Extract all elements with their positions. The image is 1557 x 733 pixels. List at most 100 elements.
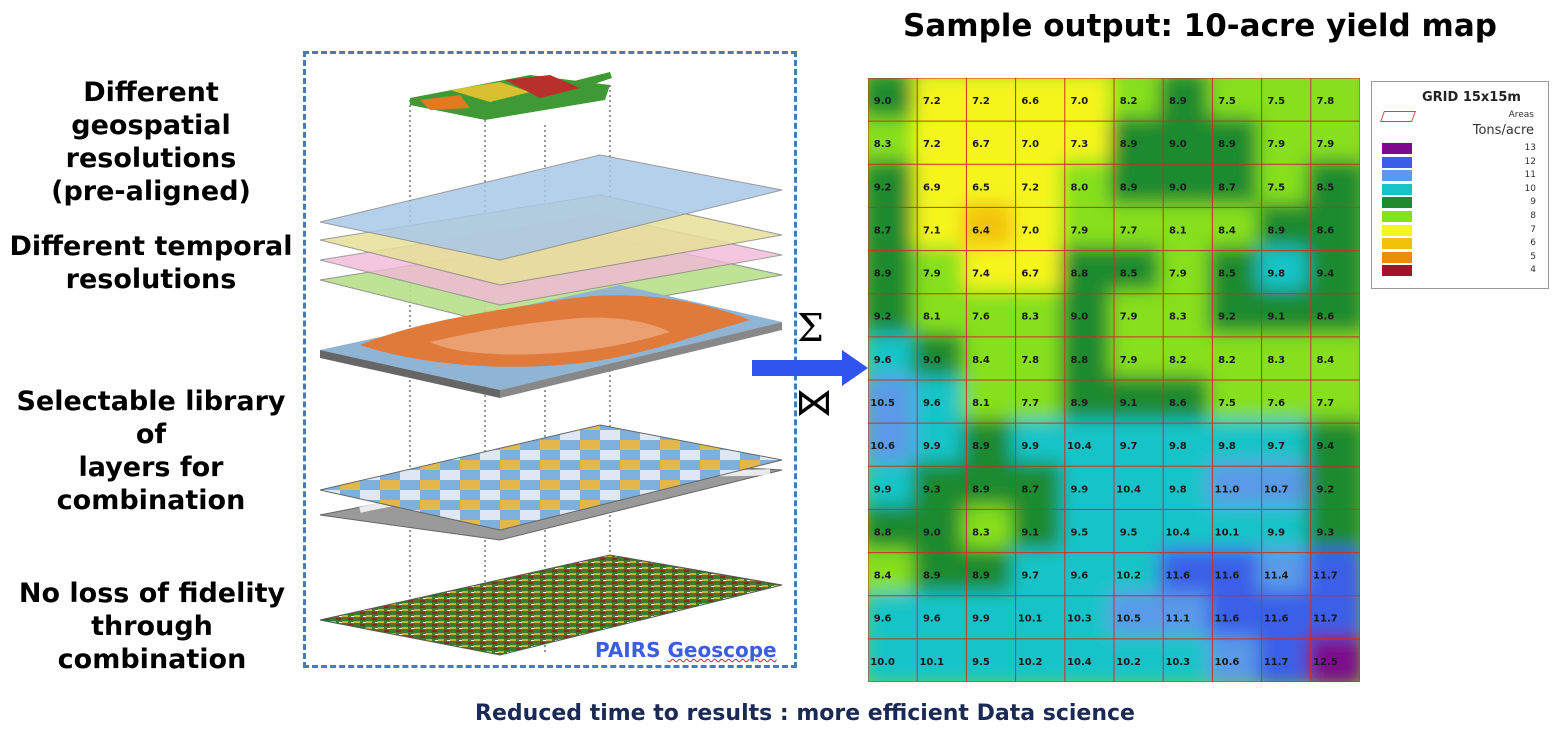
legend-swatch xyxy=(1382,143,1412,154)
legend-swatch xyxy=(1382,265,1412,277)
grid-value: 8.9 xyxy=(923,571,941,582)
yield-cell xyxy=(1110,289,1168,341)
legend-value: 5 xyxy=(1530,251,1536,262)
legend-item: 6 xyxy=(1382,238,1542,250)
yield-cell xyxy=(1110,246,1168,298)
yield-cell xyxy=(1159,289,1217,341)
grid-value: 9.1 xyxy=(1120,398,1138,409)
grid-value: 8.2 xyxy=(1218,355,1236,366)
yield-cell xyxy=(1159,634,1217,682)
grid-value: 9.9 xyxy=(1071,484,1089,495)
grid-value: 9.2 xyxy=(1218,312,1236,323)
yield-cell xyxy=(1011,332,1069,384)
grid-value: 9.2 xyxy=(874,182,892,193)
grid-value: 11.7 xyxy=(1313,571,1338,582)
grid-value: 10.2 xyxy=(1018,657,1043,668)
yield-cell xyxy=(913,505,971,557)
grid-value: 8.5 xyxy=(1218,269,1236,280)
grid-value: 7.2 xyxy=(1021,182,1039,193)
legend-value: 7 xyxy=(1530,224,1536,235)
grid-value: 7.4 xyxy=(972,269,990,280)
grid-value: 8.2 xyxy=(1120,96,1138,107)
yield-cell xyxy=(962,462,1020,514)
grid-value: 9.0 xyxy=(923,527,941,538)
yield-cell xyxy=(1306,160,1360,212)
yield-cell xyxy=(868,160,922,212)
label-temporal: Different temporal resolutions xyxy=(0,230,302,296)
grid-value: 10.7 xyxy=(1264,484,1289,495)
grid-value: 8.9 xyxy=(874,269,892,280)
yield-cell xyxy=(1208,462,1266,514)
grid-value: 9.4 xyxy=(1317,441,1335,452)
yield-cell xyxy=(1011,591,1069,643)
grid-value: 9.7 xyxy=(1267,441,1285,452)
grid-value: 7.8 xyxy=(1317,96,1335,107)
grid-value: 10.1 xyxy=(919,657,944,668)
grid-value: 11.6 xyxy=(1215,571,1240,582)
yield-cell xyxy=(1159,591,1217,643)
yield-cell xyxy=(1110,591,1168,643)
yield-cell xyxy=(1208,548,1266,600)
yield-cell xyxy=(1208,246,1266,298)
yield-cell xyxy=(1159,376,1217,428)
legend-item: 5 xyxy=(1382,251,1542,264)
grid-value: 7.0 xyxy=(1071,96,1089,107)
yield-cell xyxy=(1257,160,1315,212)
grid-value: 8.8 xyxy=(1071,355,1089,366)
label-library: Selectable library of layers for combina… xyxy=(0,385,302,517)
grid-value: 8.9 xyxy=(1120,139,1138,150)
legend-item: 10 xyxy=(1382,183,1542,196)
yield-cell xyxy=(1306,548,1360,600)
grid-value: 10.6 xyxy=(870,441,895,452)
yield-cell xyxy=(868,246,922,298)
yield-cell xyxy=(1306,591,1360,643)
grid-value: 7.7 xyxy=(1120,225,1138,236)
legend-item: 13 xyxy=(1382,143,1542,155)
yield-cell xyxy=(1257,548,1315,600)
contour-layer xyxy=(320,285,782,398)
yield-cell xyxy=(1011,634,1069,682)
yield-cell xyxy=(868,376,922,428)
grid-value: 7.6 xyxy=(1267,398,1285,409)
yield-cell xyxy=(868,634,922,682)
arrow-right-icon xyxy=(752,350,868,386)
grid-value: 9.6 xyxy=(1071,571,1089,582)
yield-cell xyxy=(1257,332,1315,384)
legend-value: 10 xyxy=(1524,183,1536,194)
grid-value: 7.5 xyxy=(1218,96,1236,107)
grid-value: 7.8 xyxy=(1021,355,1039,366)
yield-cell xyxy=(1257,289,1315,341)
grid-value: 8.0 xyxy=(1071,182,1089,193)
yield-cell xyxy=(1110,548,1168,600)
grid-value: 9.0 xyxy=(1169,139,1187,150)
yield-cell xyxy=(1060,203,1118,255)
label-geospatial-line2: resolutions xyxy=(65,143,237,174)
yield-cell xyxy=(1110,419,1168,471)
top-yield-layer xyxy=(410,72,612,120)
grid-value: 8.7 xyxy=(1021,484,1039,495)
legend-title: GRID 15x15m xyxy=(1422,90,1521,105)
yield-cell xyxy=(1060,591,1118,643)
yield-cell xyxy=(868,289,922,341)
yield-cell xyxy=(962,289,1020,341)
grid-value: 9.7 xyxy=(1021,571,1039,582)
yield-cell xyxy=(1208,117,1266,169)
grid-value: 11.4 xyxy=(1264,571,1289,582)
grid-value: 7.5 xyxy=(1267,182,1285,193)
grid-value: 7.1 xyxy=(923,225,941,236)
yield-cell xyxy=(1110,505,1168,557)
yield-cell xyxy=(1110,160,1168,212)
grid-value: 7.2 xyxy=(923,139,941,150)
grid-value: 9.0 xyxy=(874,96,892,107)
grid-value: 11.6 xyxy=(1215,614,1240,625)
grid-value: 8.3 xyxy=(1169,312,1187,323)
yield-cell xyxy=(1011,289,1069,341)
grid-value: 7.9 xyxy=(1267,139,1285,150)
grid-value: 8.8 xyxy=(1071,269,1089,280)
yield-cell xyxy=(1011,117,1069,169)
legend-swatch xyxy=(1382,224,1412,236)
grid-value: 8.5 xyxy=(1317,182,1335,193)
grid-value: 6.6 xyxy=(1021,96,1039,107)
grid-value: 8.5 xyxy=(1120,269,1138,280)
legend-value: 4 xyxy=(1530,265,1536,276)
